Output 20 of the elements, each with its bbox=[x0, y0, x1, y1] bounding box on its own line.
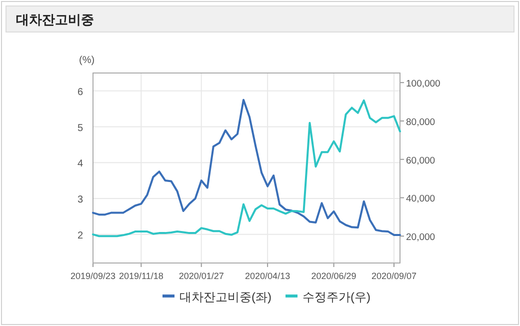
x-tick-label: 2020/04/13 bbox=[245, 271, 290, 281]
y2-tick-label: 60,000 bbox=[406, 155, 436, 166]
y-tick-label: 6 bbox=[77, 86, 84, 98]
legend-label: 수정주가(우) bbox=[302, 290, 370, 304]
y2-tick-label: 20,000 bbox=[406, 232, 436, 244]
y-tick-label: 4 bbox=[77, 158, 84, 170]
x-tick-label: 2019/11/18 bbox=[118, 271, 164, 281]
y2-tick-label: 100,000 bbox=[406, 78, 440, 90]
x-tick-label: 2020/09/07 bbox=[371, 271, 417, 281]
y2-tick-label: 40,000 bbox=[406, 194, 436, 205]
y2-tick-label: 80,000 bbox=[406, 116, 436, 128]
chart-title: 대차잔고비중 bbox=[16, 12, 94, 27]
y-tick-label: 3 bbox=[77, 194, 84, 206]
legend-label: 대차잔고비중(좌) bbox=[180, 290, 272, 304]
x-tick-label: 2020/06/29 bbox=[311, 271, 356, 281]
y-tick-label: 5 bbox=[77, 122, 84, 134]
y-tick-label: 2 bbox=[77, 230, 84, 242]
x-tick-label: 2019/09/23 bbox=[70, 271, 116, 281]
y-axis-title: (%) bbox=[79, 55, 95, 66]
x-tick-label: 2020/01/27 bbox=[178, 271, 224, 281]
